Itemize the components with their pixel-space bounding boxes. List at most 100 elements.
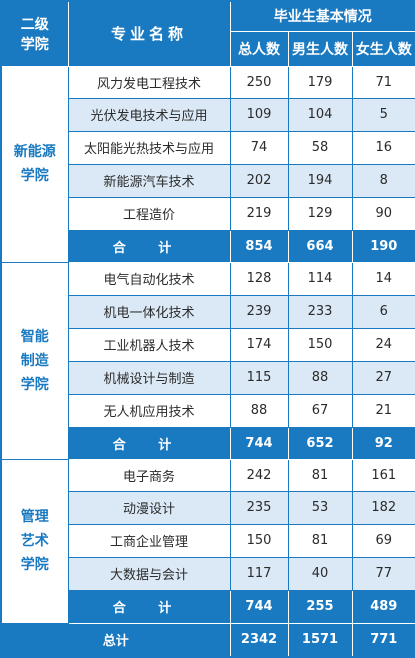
major-name: 工商企业管理 xyxy=(67,523,231,558)
male-count: 194 xyxy=(287,163,353,198)
header-row-1: 二级 学院 专业名称 毕业生基本情况 xyxy=(0,0,415,67)
college-header: 二级 学院 xyxy=(0,0,69,67)
total-count: 174 xyxy=(229,327,289,362)
male-count: 67 xyxy=(287,393,353,428)
table-row: 新能源汽车技术 202 194 8 xyxy=(1,163,415,198)
major-name: 工业机器人技术 xyxy=(67,327,231,362)
total-count: 88 xyxy=(229,393,289,428)
college-cell-2: 智能 制造 学院 xyxy=(0,261,69,460)
college-header-line-2: 学院 xyxy=(20,36,49,53)
female-count: 27 xyxy=(351,360,415,395)
total-count: 150 xyxy=(229,523,289,558)
college-name-line: 智能 xyxy=(20,328,49,345)
subtotal-total: 744 xyxy=(229,589,289,624)
major-name: 风力发电工程技术 xyxy=(67,65,231,99)
subtotal-row: 合 计 744 255 489 xyxy=(1,589,415,624)
college-header-line-1: 二级 xyxy=(20,16,49,33)
male-count: 233 xyxy=(287,294,353,329)
major-name: 大数据与会计 xyxy=(67,556,231,591)
table-row: 无人机应用技术 88 67 21 xyxy=(1,393,415,428)
college-name-line: 学院 xyxy=(20,557,49,573)
table-row: 智能 制造 学院 电气自动化技术 128 114 14 xyxy=(0,261,415,460)
major-name: 无人机应用技术 xyxy=(67,393,231,428)
major-name: 电气自动化技术 xyxy=(67,261,231,296)
female-count: 90 xyxy=(351,196,415,231)
grand-total-row: 总计 2342 1571 771 xyxy=(0,622,415,658)
female-count: 5 xyxy=(351,97,415,132)
table-row: 工程造价 219 129 90 xyxy=(1,196,415,231)
female-count: 16 xyxy=(351,130,415,165)
male-col-header: 男生人数 xyxy=(287,30,353,67)
table-row: 机械设计与制造 115 88 27 xyxy=(1,360,415,395)
total-col-header: 总人数 xyxy=(229,30,289,67)
subtotal-total: 854 xyxy=(229,229,289,263)
female-count: 77 xyxy=(351,556,415,591)
major-name: 工程造价 xyxy=(67,196,231,231)
total-count: 74 xyxy=(229,130,289,165)
college-name-line: 管理 xyxy=(20,509,49,525)
subtotal-row: 合 计 854 664 190 xyxy=(1,229,415,263)
total-count: 109 xyxy=(229,97,289,132)
college-name-line: 学院 xyxy=(20,168,49,184)
male-count: 88 xyxy=(287,360,353,395)
female-count: 161 xyxy=(351,458,415,492)
major-name: 光伏发电技术与应用 xyxy=(67,97,231,132)
grand-total-label: 总计 xyxy=(0,622,231,658)
table-row: 机电一体化技术 239 233 6 xyxy=(1,294,415,329)
male-count: 81 xyxy=(287,523,353,558)
table-row: 工商企业管理 150 81 69 xyxy=(1,523,415,558)
major-name: 新能源汽车技术 xyxy=(67,163,231,198)
female-count: 24 xyxy=(351,327,415,362)
total-count: 115 xyxy=(229,360,289,395)
table-row: 新能源 学院 风力发电工程技术 250 179 71 xyxy=(0,65,415,263)
total-count: 117 xyxy=(229,556,289,591)
male-count: 40 xyxy=(287,556,353,591)
grand-total-total: 2342 xyxy=(229,622,289,658)
female-count: 8 xyxy=(351,163,415,198)
major-name: 太阳能光热技术与应用 xyxy=(67,130,231,165)
college-name-line: 学院 xyxy=(20,376,49,393)
subtotal-label: 合 计 xyxy=(67,589,231,624)
grand-total-female: 771 xyxy=(351,622,415,658)
group-header: 毕业生基本情况 xyxy=(229,0,415,32)
college-name-line: 艺术 xyxy=(20,533,49,549)
female-count: 14 xyxy=(351,261,415,296)
female-col-header: 女生人数 xyxy=(351,30,415,67)
female-count: 6 xyxy=(351,294,415,329)
subtotal-total: 744 xyxy=(229,426,289,460)
male-count: 58 xyxy=(287,130,353,165)
total-count: 242 xyxy=(229,458,289,492)
college-name-line: 制造 xyxy=(20,352,49,369)
college-cell-3: 管理 艺术 学院 xyxy=(0,458,69,624)
total-count: 219 xyxy=(229,196,289,231)
female-count: 71 xyxy=(351,65,415,99)
table-row: 太阳能光热技术与应用 74 58 16 xyxy=(1,130,415,165)
grand-total-male: 1571 xyxy=(287,622,353,658)
major-name: 动漫设计 xyxy=(67,490,231,525)
subtotal-male: 664 xyxy=(287,229,353,263)
total-count: 239 xyxy=(229,294,289,329)
table-row: 大数据与会计 117 40 77 xyxy=(1,556,415,591)
male-count: 114 xyxy=(287,261,353,296)
major-header: 专业名称 xyxy=(67,0,231,67)
subtotal-label: 合 计 xyxy=(67,229,231,263)
male-count: 179 xyxy=(287,65,353,99)
subtotal-male: 255 xyxy=(287,589,353,624)
total-count: 202 xyxy=(229,163,289,198)
total-count: 128 xyxy=(229,261,289,296)
table-row: 工业机器人技术 174 150 24 xyxy=(1,327,415,362)
male-count: 129 xyxy=(287,196,353,231)
male-count: 150 xyxy=(287,327,353,362)
major-name: 机电一体化技术 xyxy=(67,294,231,329)
female-count: 21 xyxy=(351,393,415,428)
table-row: 管理 艺术 学院 电子商务 242 81 161 xyxy=(0,458,415,624)
male-count: 104 xyxy=(287,97,353,132)
total-count: 235 xyxy=(229,490,289,525)
subtotal-female: 489 xyxy=(351,589,415,624)
table-row: 光伏发电技术与应用 109 104 5 xyxy=(1,97,415,132)
male-count: 81 xyxy=(287,458,353,492)
header-row-2: 总人数 男生人数 女生人数 xyxy=(1,30,415,67)
female-count: 69 xyxy=(351,523,415,558)
subtotal-label: 合 计 xyxy=(67,426,231,460)
